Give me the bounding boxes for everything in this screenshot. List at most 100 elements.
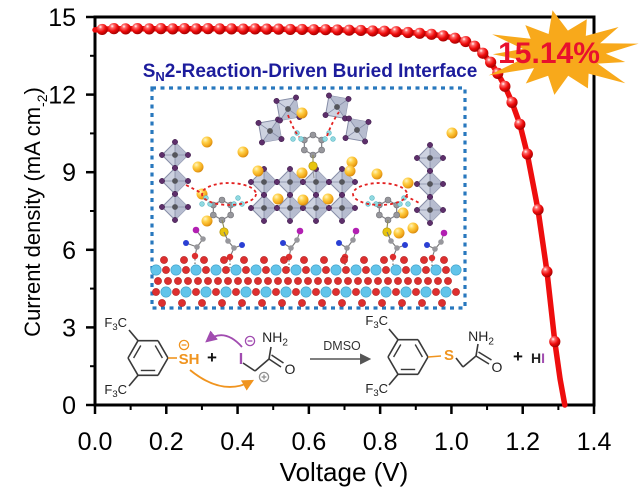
pbi6-octahedron xyxy=(342,115,372,145)
data-point-marker xyxy=(237,23,249,35)
minus-charge-icon xyxy=(178,339,190,351)
data-point-marker xyxy=(284,23,296,36)
electron-arrow-orange xyxy=(189,369,255,391)
data-point-marker xyxy=(449,32,461,44)
data-point-marker xyxy=(261,23,273,35)
data-point-marker xyxy=(485,56,497,68)
pbi6-octahedron xyxy=(274,192,306,224)
electron-arrow-purple xyxy=(205,330,243,348)
data-point-marker xyxy=(320,24,332,36)
f3c-label: F3C xyxy=(104,315,127,333)
plus-sign: + xyxy=(513,347,523,366)
data-point-marker xyxy=(143,23,155,35)
data-point-marker xyxy=(355,24,367,37)
iodide-label: I xyxy=(239,351,243,368)
jv-curve xyxy=(92,23,568,408)
cation-sphere xyxy=(297,194,309,206)
efficiency-starburst xyxy=(488,10,639,95)
cation-sphere xyxy=(393,227,405,239)
data-point-marker xyxy=(514,118,526,130)
data-point-marker xyxy=(120,23,132,35)
y-tick-label: 3 xyxy=(62,314,76,342)
data-point-marker xyxy=(343,24,355,36)
data-point-marker xyxy=(532,204,544,216)
x-tick-label: 1.4 xyxy=(577,428,612,456)
anchoring-molecule xyxy=(424,229,448,269)
interaction-oval xyxy=(352,182,408,206)
data-point-marker xyxy=(308,24,320,36)
x-tick-label: 1.0 xyxy=(434,428,469,456)
axes: 0.0 0.2 0.4 0.6 0.8 1.0 1.2 1.4 0 3 6 9 12 15 xyxy=(48,4,611,456)
cation-sphere xyxy=(272,193,284,205)
sulfur-atom xyxy=(308,161,318,171)
data-point-marker xyxy=(425,28,438,40)
cation-sphere xyxy=(344,165,356,177)
fluorinated-aryl-molecule xyxy=(376,196,400,237)
data-point-marker xyxy=(167,23,179,35)
f3c-label: F3C xyxy=(365,381,388,399)
minus-charge-icon xyxy=(244,335,256,347)
x-tick-label: 0.6 xyxy=(291,428,326,456)
y-tick-label: 12 xyxy=(48,82,76,110)
cation-sphere xyxy=(322,193,334,205)
cation-sphere xyxy=(397,207,409,219)
data-point-marker xyxy=(468,40,481,52)
pbi6-octahedron xyxy=(300,192,332,224)
buried-interface-inset xyxy=(150,86,467,310)
starburst-shape xyxy=(488,10,639,95)
pbi6-octahedron xyxy=(414,142,446,174)
data-point-marker xyxy=(272,23,285,35)
plus-charge-icon xyxy=(258,371,270,383)
data-point-marker xyxy=(367,25,379,37)
y-tick-label: 6 xyxy=(62,237,76,265)
data-point-marker xyxy=(541,266,553,278)
data-point-marker xyxy=(178,23,191,35)
data-point-marker xyxy=(96,23,108,36)
hydrogen-bond-dashes xyxy=(326,111,340,137)
cation-sphere xyxy=(237,146,249,158)
x-tick-label: 0.0 xyxy=(78,428,113,456)
data-point-marker xyxy=(155,23,167,35)
anchoring-molecule xyxy=(223,231,245,268)
data-point-marker xyxy=(108,23,120,35)
data-point-marker xyxy=(549,336,561,348)
data-point-marker xyxy=(202,23,214,35)
sulfide-label: S xyxy=(444,347,454,364)
x-tick-label: 0.2 xyxy=(149,428,184,456)
anchoring-molecule xyxy=(183,226,206,267)
data-point-marker xyxy=(214,23,226,35)
data-point-marker xyxy=(506,96,518,108)
cation-sphere xyxy=(201,215,213,227)
data-point-marker xyxy=(249,23,261,35)
x-tick-label: 0.4 xyxy=(220,428,255,456)
carbonyl-o-label: O xyxy=(285,361,296,377)
cation-sphere xyxy=(192,161,204,173)
sno2-lattice xyxy=(150,256,462,307)
pbi6-octahedron xyxy=(273,94,303,124)
cation-sphere xyxy=(346,156,358,168)
hydrogen-bond-dashes xyxy=(185,184,204,195)
data-point-marker xyxy=(460,35,472,48)
data-point-marker xyxy=(437,30,449,42)
amide-label: NH2 xyxy=(468,328,494,348)
jv-curve-line xyxy=(92,25,568,408)
carbonyl-o-label: O xyxy=(492,359,503,375)
thiolate-label: SH xyxy=(179,351,200,368)
y-axis-title: Current density (mA cm-2) xyxy=(20,87,50,337)
y-tick-label: 15 xyxy=(48,4,76,32)
cation-sphere xyxy=(402,177,414,189)
pbi6-octahedron xyxy=(159,191,191,223)
cation-sphere xyxy=(407,222,419,234)
efficiency-label: 15.14% xyxy=(498,37,600,70)
data-point-marker xyxy=(378,25,391,37)
data-point-marker xyxy=(402,26,414,39)
data-point-marker xyxy=(499,80,511,92)
cation-sphere xyxy=(252,165,264,177)
data-point-marker xyxy=(477,47,489,59)
data-point-marker xyxy=(414,27,426,39)
amide-label: NH2 xyxy=(262,329,288,349)
x-tick-label: 1.2 xyxy=(505,428,540,456)
pbi6-octahedron xyxy=(300,166,332,198)
